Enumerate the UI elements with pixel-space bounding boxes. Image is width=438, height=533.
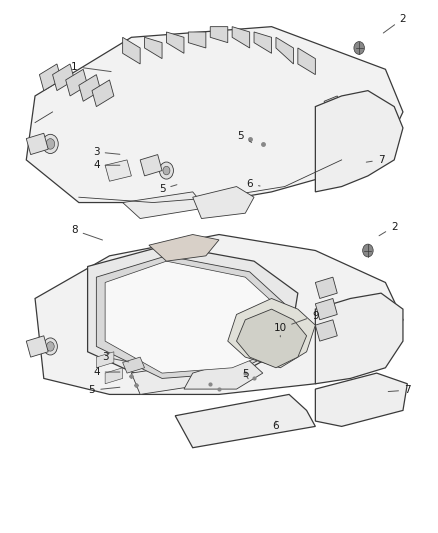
Polygon shape (123, 192, 206, 219)
Polygon shape (232, 27, 250, 48)
Circle shape (160, 354, 173, 370)
Polygon shape (315, 293, 403, 384)
Polygon shape (66, 69, 88, 96)
Polygon shape (140, 155, 162, 176)
Polygon shape (35, 235, 403, 394)
Text: 9: 9 (292, 311, 319, 324)
Polygon shape (105, 160, 131, 181)
Polygon shape (228, 298, 315, 368)
Text: 10: 10 (274, 323, 287, 337)
Text: 4: 4 (93, 160, 120, 170)
Polygon shape (96, 256, 285, 378)
Text: 6: 6 (272, 421, 279, 431)
Polygon shape (315, 373, 407, 426)
Polygon shape (210, 27, 228, 43)
Polygon shape (315, 277, 337, 298)
Circle shape (163, 358, 170, 367)
Text: 3: 3 (102, 352, 129, 362)
Text: 7: 7 (388, 385, 411, 395)
Text: 5: 5 (159, 184, 177, 194)
Polygon shape (123, 357, 145, 373)
Polygon shape (184, 357, 263, 389)
Circle shape (42, 134, 58, 154)
Text: 4: 4 (93, 367, 120, 377)
Polygon shape (149, 235, 219, 261)
Polygon shape (105, 368, 123, 384)
Circle shape (163, 166, 170, 175)
Polygon shape (237, 309, 307, 368)
Polygon shape (298, 48, 315, 75)
Text: 2: 2 (379, 222, 398, 236)
Polygon shape (324, 96, 342, 117)
Circle shape (363, 244, 373, 257)
Polygon shape (26, 133, 48, 155)
Polygon shape (193, 187, 254, 219)
Polygon shape (175, 394, 315, 448)
Text: 2: 2 (383, 14, 406, 33)
Polygon shape (254, 32, 272, 53)
Text: 8: 8 (71, 225, 102, 240)
Circle shape (354, 42, 364, 54)
Polygon shape (315, 298, 337, 320)
Polygon shape (105, 261, 280, 373)
Polygon shape (39, 64, 61, 91)
Text: 7: 7 (366, 155, 385, 165)
Text: 5: 5 (237, 131, 252, 142)
Text: 1: 1 (71, 62, 111, 71)
Polygon shape (131, 362, 210, 394)
Polygon shape (315, 320, 337, 341)
Text: 5: 5 (88, 385, 120, 395)
Text: 5: 5 (242, 369, 249, 379)
Polygon shape (315, 91, 403, 192)
Polygon shape (324, 160, 346, 181)
Polygon shape (123, 37, 140, 64)
Circle shape (43, 338, 57, 355)
Polygon shape (26, 27, 403, 203)
Polygon shape (276, 37, 293, 64)
Polygon shape (166, 32, 184, 53)
Circle shape (159, 162, 173, 179)
Polygon shape (188, 32, 206, 48)
Circle shape (46, 342, 54, 351)
Text: 3: 3 (93, 147, 120, 157)
Polygon shape (96, 352, 114, 368)
Polygon shape (26, 336, 48, 357)
Polygon shape (92, 80, 114, 107)
Text: 6: 6 (246, 179, 260, 189)
Circle shape (46, 139, 55, 149)
Polygon shape (88, 245, 298, 384)
Polygon shape (324, 139, 346, 160)
Polygon shape (53, 64, 74, 91)
Polygon shape (324, 117, 346, 139)
Polygon shape (79, 75, 101, 101)
Polygon shape (145, 37, 162, 59)
